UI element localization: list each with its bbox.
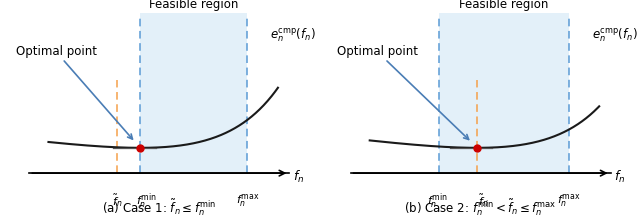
Text: $f_n$: $f_n$ [614,169,626,185]
Text: (a) Case 1: $\tilde{f}_n \leq f_n^{\mathrm{min}}$: (a) Case 1: $\tilde{f}_n \leq f_n^{\math… [102,197,216,218]
Polygon shape [438,13,568,173]
Polygon shape [140,13,247,173]
Text: $e_n^{\rm cmp}(f_n)$: $e_n^{\rm cmp}(f_n)$ [270,26,316,44]
Text: $f_n^{\rm min}$: $f_n^{\rm min}$ [427,192,447,211]
Text: $f_n$: $f_n$ [293,169,305,185]
Text: Feasible region: Feasible region [459,0,548,11]
Text: Optimal point: Optimal point [15,45,132,139]
Text: Feasible region: Feasible region [149,0,239,11]
Text: $\tilde{f}_n$: $\tilde{f}_n$ [112,192,122,209]
Text: $f_n^{\rm max}$: $f_n^{\rm max}$ [236,192,259,209]
Text: (b) Case 2: $f_n^{\mathrm{min}} < \tilde{f}_n \leq f_n^{\mathrm{max}}$: (b) Case 2: $f_n^{\mathrm{min}} < \tilde… [404,197,557,218]
Text: $\tilde{f}_n$: $\tilde{f}_n$ [477,192,488,209]
Text: $e_n^{\rm cmp}(f_n)$: $e_n^{\rm cmp}(f_n)$ [591,26,637,44]
Text: Optimal point: Optimal point [337,45,468,140]
Text: $f_n^{\rm max}$: $f_n^{\rm max}$ [557,192,580,209]
Text: $f_n^{\rm min}$: $f_n^{\rm min}$ [136,192,157,211]
